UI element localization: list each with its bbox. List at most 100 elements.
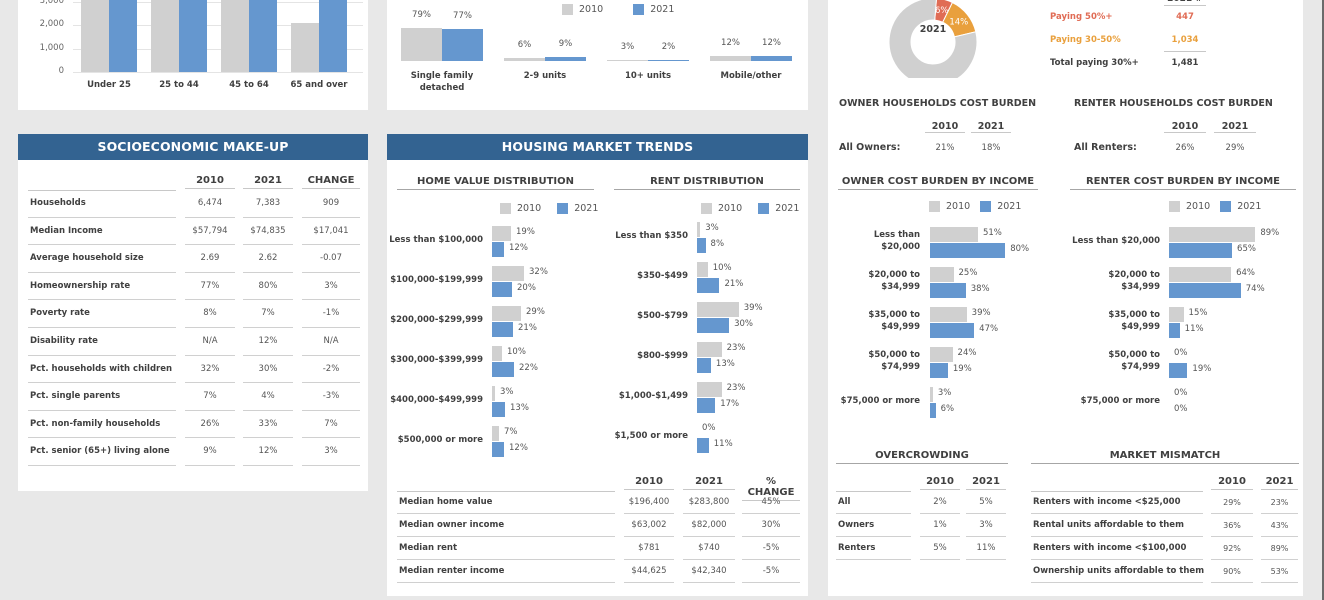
category-label: $500-$799: [637, 311, 688, 321]
row-value: 26%: [185, 411, 235, 439]
category-label: Less than $20,000: [873, 230, 920, 252]
row-value: $63,002: [624, 514, 674, 537]
row-value: 7%: [243, 300, 293, 328]
row-value: 9%: [185, 438, 235, 466]
bar-2021: [697, 438, 709, 453]
data-label-2010: 3%: [937, 388, 952, 398]
bar-2021: [492, 362, 514, 377]
table-row: Pct. senior (65+) living alone 9% 12% 3%: [18, 438, 368, 466]
socio-header: SOCIOECONOMIC MAKE-UP: [18, 134, 368, 160]
table-row: Households 6,474 7,383 909: [18, 190, 368, 218]
legend-label-2010: 2010: [579, 4, 604, 15]
data-label-2010: 89%: [1260, 228, 1280, 238]
burden-divider: [1164, 51, 1206, 52]
overcrowding-title: OVERCROWDING: [836, 450, 1008, 464]
row-value: 53%: [1261, 560, 1298, 583]
data-label-2010: 3%: [705, 223, 719, 233]
table-header: 2010: [185, 175, 235, 189]
housing-type-panel: 2010 2021 79% 77% Single family detached 6%…: [387, 0, 808, 110]
row-value: 30%: [243, 356, 293, 384]
rent-legend: 2010 2021: [701, 203, 799, 214]
row-label: All: [836, 491, 911, 514]
legend-label-2010: 2010: [1186, 201, 1211, 212]
data-label: 79%: [412, 9, 431, 20]
row-value: 90%: [1211, 560, 1253, 583]
table-header: 2010: [920, 476, 960, 490]
bar-2021: [545, 57, 586, 61]
row-value: 33%: [243, 411, 293, 439]
table-row: Rental units affordable to them 36% 43%: [828, 514, 1303, 537]
owner-income-title: OWNER COST BURDEN BY INCOME: [838, 176, 1038, 190]
row-value: $781: [624, 537, 674, 560]
row-label: Homeownership rate: [28, 273, 176, 301]
table-header-line: [836, 491, 911, 492]
category-label: $50,000 to $74,999: [1108, 350, 1160, 372]
renter-burden-row-label: All Renters:: [1074, 142, 1137, 153]
category-label: $35,000 to $49,999: [1108, 310, 1160, 332]
renter-income-legend: 2010 2021: [1169, 201, 1261, 212]
row-value: N/A: [185, 328, 235, 356]
data-label-2021: 8%: [710, 239, 725, 249]
row-label: Renters with income <$100,000: [1031, 537, 1203, 560]
bar-2010: [930, 227, 978, 242]
data-label-2021: 38%: [970, 284, 990, 294]
market-header: HOUSING MARKET TRENDS: [387, 134, 808, 160]
data-label-2021: 11%: [713, 439, 733, 449]
row-label: Pct. households with children: [28, 356, 176, 384]
owner-income-legend: 2010 2021: [929, 201, 1021, 212]
row-label: Households: [28, 190, 176, 218]
owner-burden-2021: 18%: [981, 143, 1001, 153]
category-label: Less than $20,000: [1072, 236, 1160, 246]
bar-2021: [492, 402, 505, 417]
renter-burden-h2021: 2021: [1214, 121, 1256, 133]
table-row: Disability rate N/A 12% N/A: [18, 328, 368, 356]
category-label: $300,000-$399,999: [390, 355, 483, 365]
row-value: $57,794: [185, 218, 235, 246]
row-value: $17,041: [302, 218, 360, 246]
category-label: Less than $100,000: [389, 235, 483, 245]
legend-label-2021: 2021: [775, 203, 800, 214]
row-value: 3%: [966, 514, 1006, 537]
row-label: Pct. single parents: [28, 383, 176, 411]
bar-2021: [930, 283, 966, 298]
row-value: 7%: [185, 383, 235, 411]
table-row: Average household size 2.69 2.62 -0.07: [18, 245, 368, 273]
bar-2010: [492, 306, 521, 321]
row-value: 11%: [966, 537, 1006, 560]
bar-2010: [930, 267, 954, 282]
category-label: $500,000 or more: [397, 435, 483, 445]
row-value: 29%: [1211, 491, 1253, 514]
bar-2010: [492, 226, 511, 241]
data-label-2010: 25%: [958, 268, 978, 278]
bar-2010: [697, 302, 739, 317]
bar-2021: [697, 398, 716, 413]
row-value: 89%: [1261, 537, 1298, 560]
row-value: 45%: [742, 491, 800, 514]
legend-label-2021: 2021: [650, 4, 675, 15]
bar-2021: [697, 358, 711, 373]
bar-2010: [1169, 307, 1184, 322]
row-value: 1%: [920, 514, 960, 537]
legend-label-2010: 2010: [946, 201, 971, 212]
bar-2010: [504, 58, 545, 61]
burden-row-value: 447: [1176, 12, 1194, 22]
bar-2021: [648, 60, 689, 61]
x-tick-label: 45 to 64: [229, 80, 269, 90]
row-value: $42,340: [683, 560, 735, 583]
bar-2021: [492, 442, 504, 457]
data-label-2010: 23%: [726, 383, 746, 393]
owner-burden-title: OWNER HOUSEHOLDS COST BURDEN: [839, 98, 1037, 109]
legend-swatch-2021: [980, 201, 992, 212]
legend-label-2021: 2021: [574, 203, 599, 214]
data-label: 6%: [517, 40, 532, 51]
window-scrollbar[interactable]: [1322, 0, 1324, 600]
row-label: Poverty rate: [28, 300, 176, 328]
data-label-2010: 15%: [1188, 308, 1208, 318]
data-label-2021: 30%: [734, 319, 753, 329]
owner-burden-2010: 21%: [935, 143, 955, 153]
table-row: Pct. households with children 32% 30% -2%: [18, 356, 368, 384]
bar-2010: [81, 0, 109, 72]
row-value: 5%: [920, 537, 960, 560]
data-label-2021: 65%: [1237, 244, 1256, 254]
data-label-2010: 10%: [712, 263, 732, 273]
